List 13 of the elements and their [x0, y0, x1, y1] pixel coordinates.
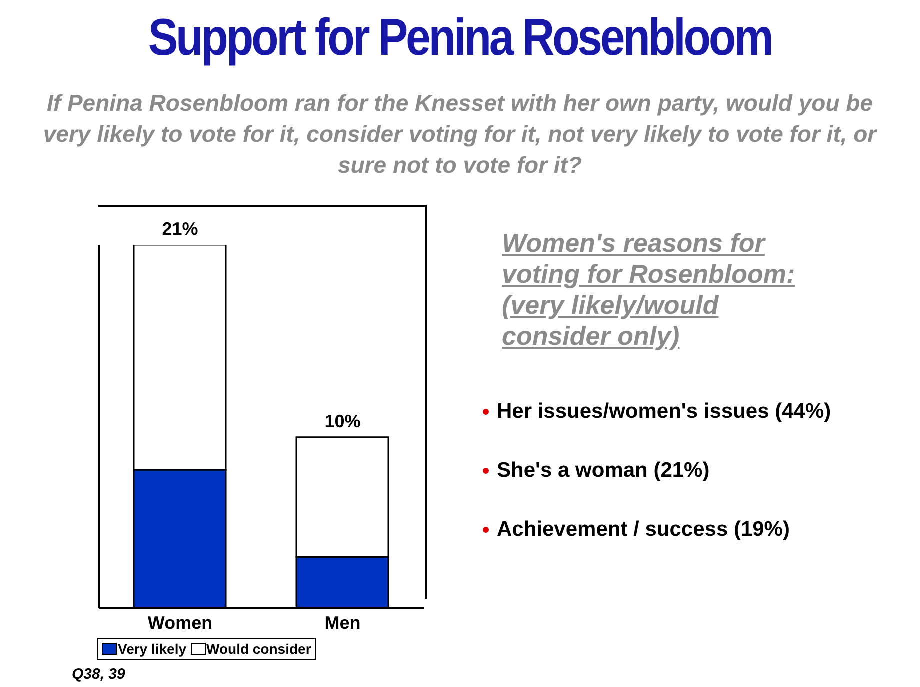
x-tick-label: Women: [148, 612, 213, 633]
text: Achievement / success (19%): [497, 518, 790, 542]
annotation: 21%: [162, 219, 198, 239]
chart-subtitle: If Penina Rosenbloom ran for the Knesset with her own party, would you be very likely to vote for it, consider voting for it, not very likely to vote for it, or sure not to vote for it?: [42, 89, 878, 180]
legend-label: Very likely: [117, 641, 187, 657]
text: Q38, 39: [72, 666, 126, 683]
legend-label: Would consider: [206, 641, 312, 657]
chart-title: Support for Penina Rosenbloom: [147, 8, 773, 68]
x-tick-label: Men: [324, 612, 361, 633]
text: Women's reasons for voting for Rosenbloom: (very likely/would consider only): [502, 228, 796, 352]
annotation: 10%: [324, 411, 361, 432]
text: Her issues/women's issues (44%): [497, 400, 832, 424]
text: She's a woman (21%): [497, 459, 710, 483]
